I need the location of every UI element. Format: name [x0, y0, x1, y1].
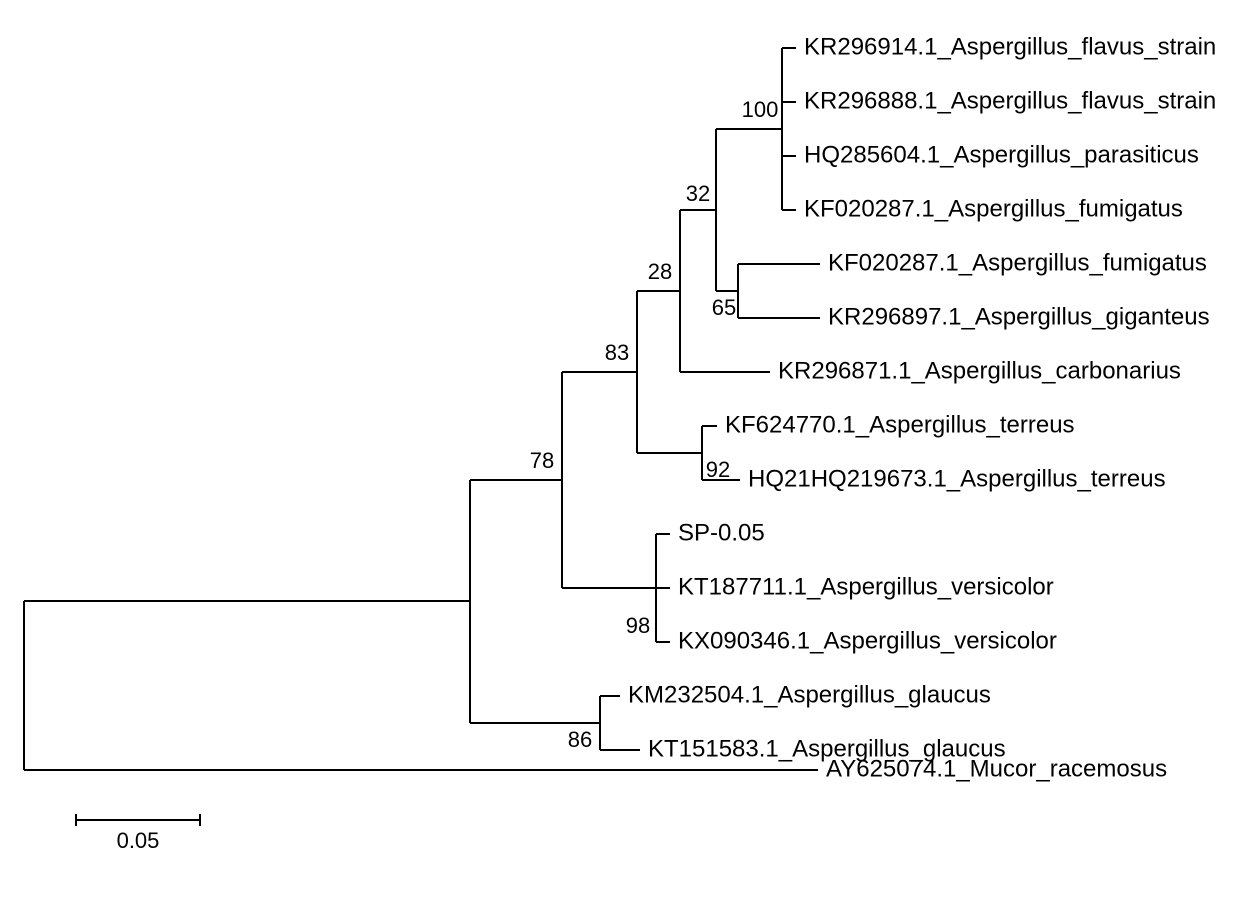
bootstrap-value: 65	[712, 295, 736, 320]
taxon-label: KR296897.1_Aspergillus_giganteus	[828, 303, 1210, 330]
bootstrap-value: 92	[706, 457, 730, 482]
bootstrap-value: 86	[568, 727, 592, 752]
bootstrap-value: 78	[530, 448, 554, 473]
bootstrap-value: 83	[605, 340, 629, 365]
taxon-label: KR296871.1_Aspergillus_carbonarius	[778, 357, 1181, 384]
taxon-label: KX090346.1_Aspergillus_versicolor	[678, 627, 1057, 654]
taxon-label: AY625074.1_Mucor_racemosus	[826, 755, 1167, 782]
scale-bar-label: 0.05	[117, 828, 160, 853]
taxon-label: KT187711.1_Aspergillus_versicolor	[678, 573, 1054, 600]
taxon-label: KR296914.1_Aspergillus_flavus_strain	[804, 33, 1216, 60]
bootstrap-value: 100	[742, 97, 779, 122]
bootstrap-value: 32	[686, 181, 710, 206]
taxon-label: SP-0.05	[678, 519, 765, 546]
taxon-label: KR296888.1_Aspergillus_flavus_strain	[804, 87, 1216, 114]
taxon-label: KM232504.1_Aspergillus_glaucus	[628, 681, 991, 708]
phylogeny-tree: 100 65 32 28 92 83 98 78 86 KR296914.1_Aspergillu…	[0, 0, 1240, 908]
taxon-label: HQ285604.1_Aspergillus_parasiticus	[804, 141, 1199, 168]
taxon-label: KF624770.1_Aspergillus_terreus	[725, 411, 1075, 438]
taxon-label: KF020287.1_Aspergillus_fumigatus	[804, 195, 1183, 222]
taxon-label: KF020287.1_Aspergillus_fumigatus	[828, 249, 1207, 276]
taxon-label: HQ21HQ219673.1_Aspergillus_terreus	[748, 465, 1166, 492]
bootstrap-value: 98	[626, 613, 650, 638]
bootstrap-value: 28	[648, 259, 672, 284]
